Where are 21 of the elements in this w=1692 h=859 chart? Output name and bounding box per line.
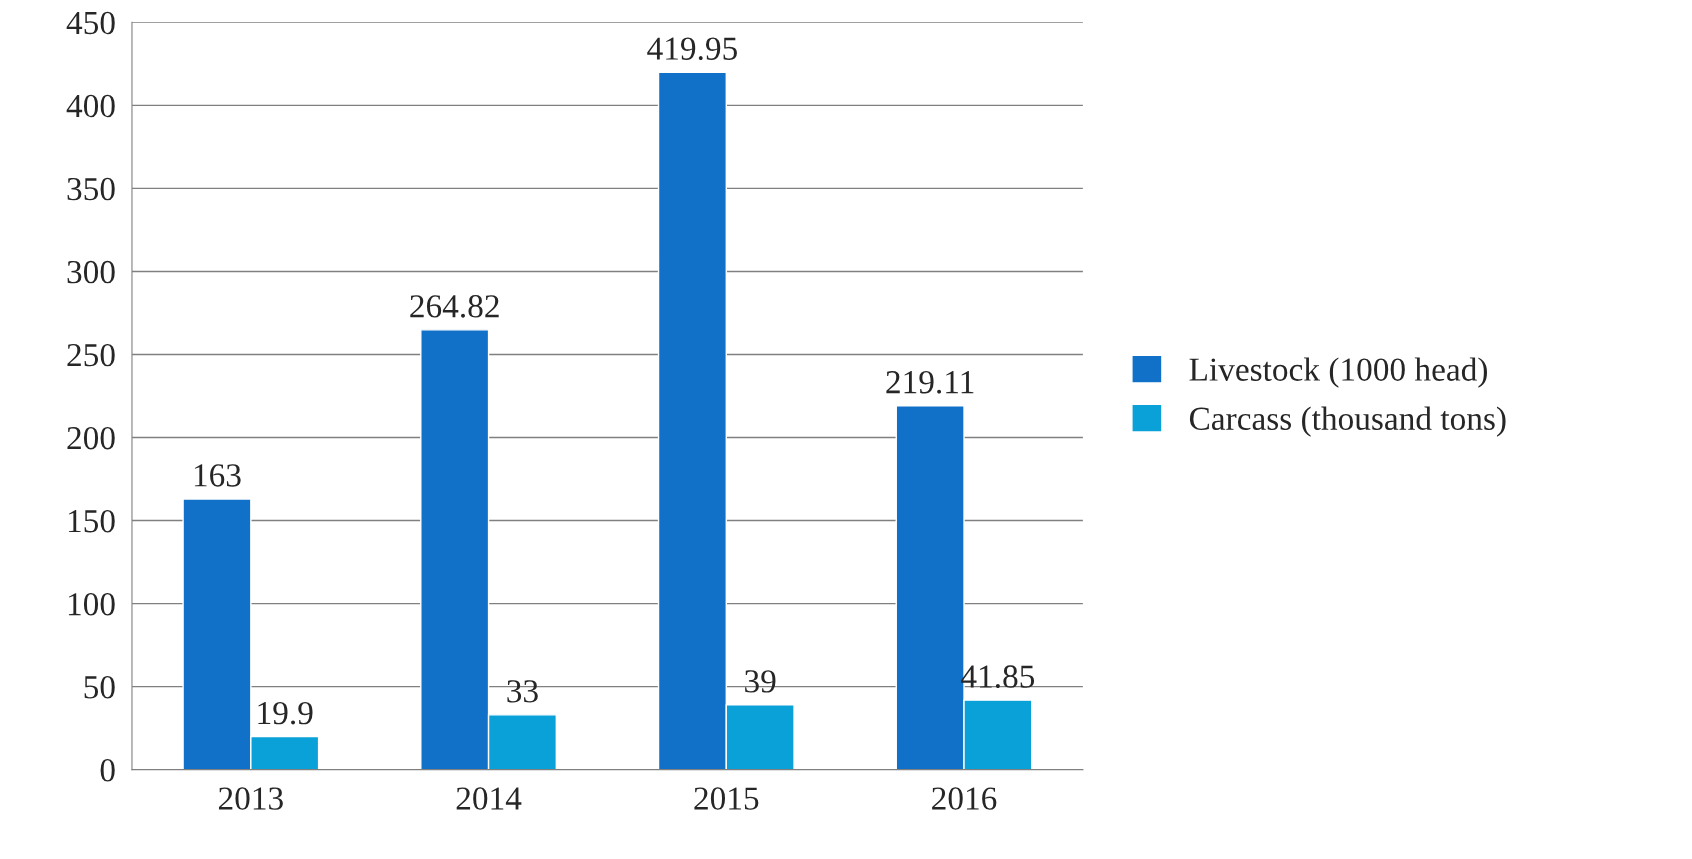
data-label: 163 <box>194 464 241 487</box>
y-tick-label: 200 <box>67 426 115 450</box>
y-tick-label: 100 <box>68 592 115 616</box>
y-tick-label: 0 <box>100 759 115 782</box>
legend-label: Livestock (1000 head) <box>1189 357 1487 388</box>
y-tick-label: 450 <box>66 11 115 35</box>
y-tick-label: 350 <box>67 177 115 201</box>
x-tick-label: 2014 <box>456 787 522 810</box>
y-tick-label: 150 <box>68 509 115 533</box>
y-tick-label: 250 <box>67 343 115 367</box>
y-tick-label: 300 <box>67 260 115 284</box>
y-tick-label: 400 <box>66 94 115 118</box>
x-tick-label: 2016 <box>932 787 997 810</box>
data-label: 19.9 <box>258 701 313 725</box>
x-tick-label: 2015 <box>694 787 759 810</box>
data-label: 419.95 <box>647 37 737 61</box>
legend-label: Carcass (thousand tons) <box>1189 406 1506 437</box>
x-tick-label: 2013 <box>218 787 283 810</box>
y-tick-label: 50 <box>84 676 115 699</box>
data-label: 219.11 <box>886 371 974 394</box>
data-label: 264.82 <box>410 295 499 318</box>
